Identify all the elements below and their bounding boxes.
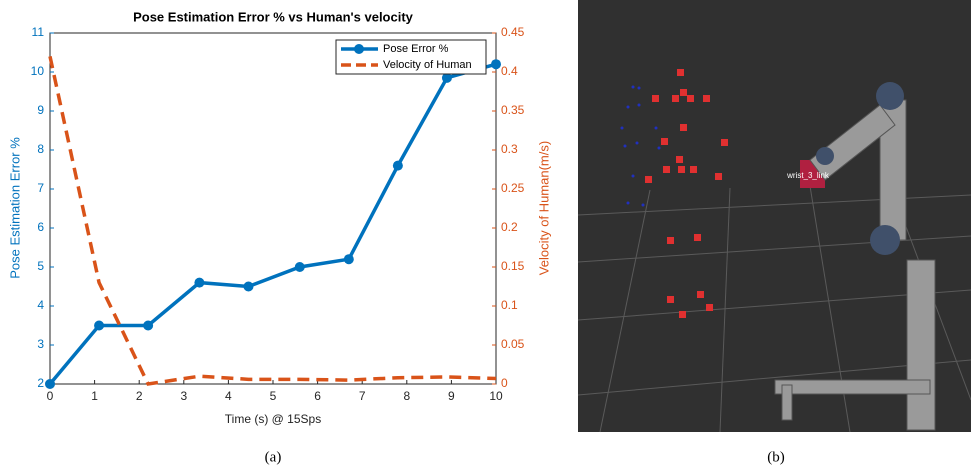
y-tick-label: 5 [37,259,44,273]
x-tick-label: 7 [359,389,366,403]
x-tick-label: 8 [403,389,410,403]
marker [143,321,153,331]
y2-axis-label: Velocity of Human(m/s) [536,141,551,275]
y2-tick-label: 0.2 [501,220,518,234]
y-tick-label: 7 [37,181,44,195]
y-tick-label: 3 [37,337,44,351]
y2-tick-label: 0.35 [501,103,525,117]
y2-tick-label: 0.4 [501,64,518,78]
link-label: wrist_3_link [786,171,830,180]
y2-tick-label: 0.15 [501,259,525,273]
y-tick-label: 11 [32,25,45,39]
x-tick-label: 6 [314,389,321,403]
caption: (b) [767,449,785,465]
x-axis-label: Time (s) @ 15Sps [225,412,321,426]
y2-tick-label: 0.45 [501,25,525,39]
series-line [50,56,496,384]
legend-marker [354,44,364,54]
y2-tick-label: 0.1 [501,298,518,312]
x-tick-label: 5 [270,389,277,403]
x-tick-label: 0 [47,389,54,403]
marker [243,282,253,292]
x-tick-label: 10 [489,389,503,403]
marker [491,59,501,69]
x-tick-label: 3 [180,389,187,403]
scene-image: wrist_3_link [578,0,971,432]
marker [344,254,354,264]
x-tick-label: 9 [448,389,455,403]
marker [45,379,55,389]
caption: (a) [265,449,282,465]
marker [295,262,305,272]
marker [94,321,104,331]
marker [194,278,204,288]
y-tick-label: 6 [37,220,44,234]
y-axis-label: Pose Estimation Error % [7,137,22,279]
y-tick-label: 4 [37,298,44,312]
y2-tick-label: 0.3 [501,142,518,156]
y2-tick-label: 0.25 [501,181,525,195]
series-line [50,64,496,384]
chart-title: Pose Estimation Error % vs Human's veloc… [133,9,414,24]
y2-tick-label: 0 [501,376,508,390]
marker [393,161,403,171]
legend-label: Pose Error % [383,43,449,55]
y-tick-label: 10 [31,64,45,78]
y-tick-label: 8 [37,142,44,156]
plot-area [50,33,496,384]
x-tick-label: 1 [91,389,98,403]
x-tick-label: 2 [136,389,143,403]
legend-label: Velocity of Human [383,59,472,71]
y-tick-label: 2 [37,376,44,390]
figure: Pose Estimation Error % vs Human's veloc… [0,0,971,467]
y2-tick-label: 0.05 [501,337,525,351]
x-tick-label: 4 [225,389,232,403]
y-tick-label: 9 [37,103,44,117]
